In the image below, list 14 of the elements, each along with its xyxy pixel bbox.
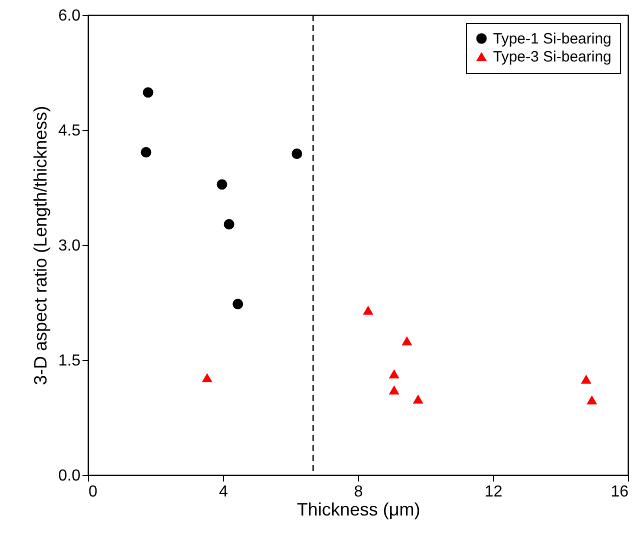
y-tick-label: 3.0 xyxy=(58,238,81,254)
y-axis-title: 3-D aspect ratio (Length/thickness) xyxy=(30,106,50,386)
x-tick-label: 12 xyxy=(484,484,502,500)
legend-label: Type-3 Si-bearing xyxy=(493,48,612,66)
x-tick-label: 4 xyxy=(219,484,228,500)
x-tick-label: 16 xyxy=(610,484,629,500)
y-tick-label: 0.0 xyxy=(58,468,81,484)
y-tick-label: 1.5 xyxy=(58,352,81,370)
x-tick-label: 0 xyxy=(88,484,98,500)
y-tick-label: 4.5 xyxy=(58,122,81,140)
x-tick-label: 8 xyxy=(354,484,364,500)
x-axis-title: Thickness (μm) xyxy=(296,500,420,520)
legend-label: Type-1 Si-bearing xyxy=(493,30,612,48)
y-tick-label: 6.0 xyxy=(58,8,81,24)
